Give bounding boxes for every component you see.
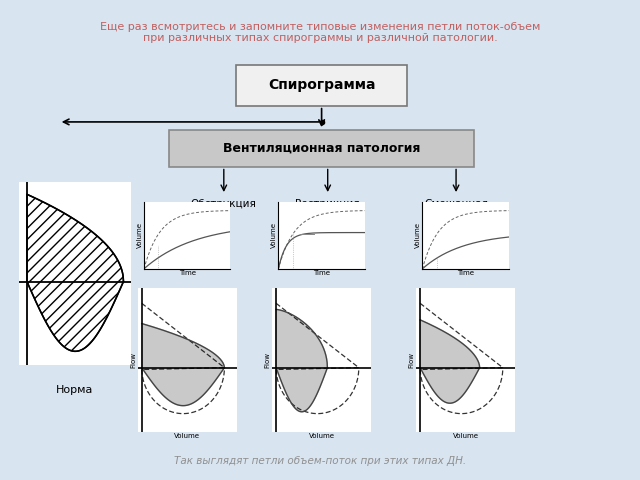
Y-axis label: Volume: Volume: [136, 222, 143, 248]
Text: Обструкция: Обструкция: [191, 199, 257, 209]
Text: Вентиляционная патология: Вентиляционная патология: [223, 142, 420, 155]
FancyBboxPatch shape: [236, 65, 407, 106]
X-axis label: Time: Time: [457, 270, 474, 276]
Polygon shape: [420, 320, 479, 403]
Y-axis label: Volume: Volume: [415, 222, 421, 248]
Y-axis label: Volume: Volume: [271, 222, 277, 248]
X-axis label: Volume: Volume: [174, 433, 200, 439]
Text: Рестрикция: Рестрикция: [296, 199, 360, 209]
Text: Норма: Норма: [56, 384, 93, 395]
Text: Смешанная: Смешанная: [424, 199, 488, 209]
X-axis label: Volume: Volume: [308, 433, 335, 439]
Polygon shape: [27, 194, 124, 351]
Text: Так выглядят петли объем-поток при этих типах ДН.: Так выглядят петли объем-поток при этих …: [174, 456, 466, 466]
FancyBboxPatch shape: [169, 130, 474, 167]
Text: Еще раз всмотритесь и запомните типовые изменения петли поток-объем
при различны: Еще раз всмотритесь и запомните типовые …: [100, 22, 540, 43]
Text: Спирограмма: Спирограмма: [268, 78, 375, 93]
Polygon shape: [141, 324, 225, 406]
Y-axis label: Flow: Flow: [408, 352, 415, 368]
Polygon shape: [276, 310, 328, 412]
X-axis label: Time: Time: [179, 270, 196, 276]
Y-axis label: Flow: Flow: [130, 352, 136, 368]
X-axis label: Time: Time: [313, 270, 330, 276]
X-axis label: Volume: Volume: [452, 433, 479, 439]
Y-axis label: Flow: Flow: [264, 352, 271, 368]
